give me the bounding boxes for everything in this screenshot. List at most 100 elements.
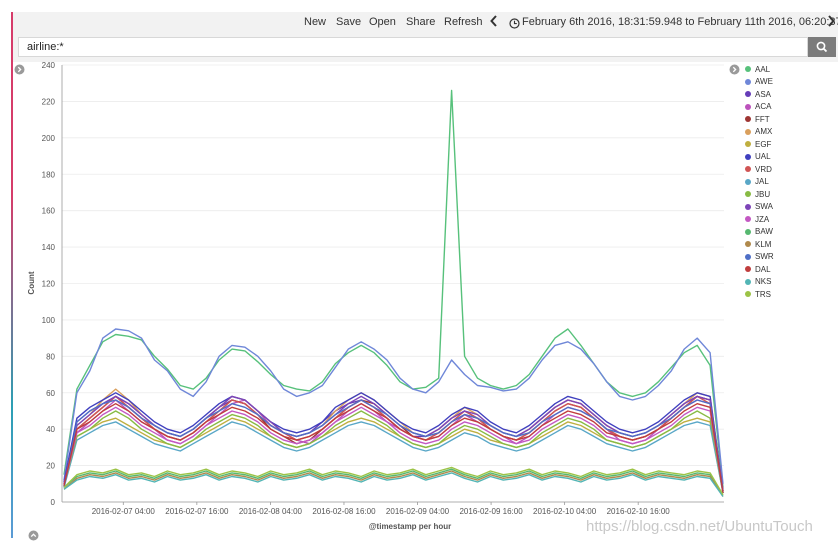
legend-dot-icon <box>745 141 751 148</box>
legend-dot-icon <box>745 103 751 110</box>
y-tick-label: 80 <box>46 352 55 361</box>
chevron-right-icon[interactable] <box>827 15 835 30</box>
top-toolbar <box>13 12 838 34</box>
legend-item-vrd[interactable]: VRD <box>745 163 774 176</box>
legend-item-aca[interactable]: ACA <box>745 101 774 114</box>
y-tick-label: 20 <box>46 462 55 471</box>
save-button[interactable]: Save <box>336 16 362 28</box>
legend-item-jza[interactable]: JZA <box>745 213 774 226</box>
legend-dot-icon <box>745 166 751 173</box>
series-line-baw[interactable] <box>63 468 724 496</box>
legend-label: AMX <box>755 127 773 137</box>
open-button[interactable]: Open <box>369 16 396 28</box>
legend-item-fft[interactable]: FFT <box>745 113 774 126</box>
legend-label: BAW <box>755 227 773 237</box>
series-line-dal[interactable] <box>63 403 724 494</box>
legend-item-awe[interactable]: AWE <box>745 76 774 89</box>
legend-item-asa[interactable]: ASA <box>745 88 774 101</box>
expand-panel-icon[interactable] <box>28 528 39 541</box>
y-tick-label: 140 <box>42 243 56 252</box>
legend-item-aal[interactable]: AAL <box>745 63 774 76</box>
legend-label: JZA <box>755 214 770 224</box>
collapse-sidebar-icon[interactable] <box>14 62 25 75</box>
legend-label: ASA <box>755 89 772 99</box>
time-range-picker[interactable]: February 6th 2016, 18:31:59.948 to Febru… <box>522 16 838 28</box>
legend-label: VRD <box>755 164 772 174</box>
legend-item-jal[interactable]: JAL <box>745 176 774 189</box>
search-input[interactable] <box>18 37 808 57</box>
legend-dot-icon <box>745 91 751 98</box>
legend-item-amx[interactable]: AMX <box>745 126 774 139</box>
legend-label: FFT <box>755 114 770 124</box>
legend-item-swr[interactable]: SWR <box>745 251 774 264</box>
legend-label: TRS <box>755 289 771 299</box>
y-tick-label: 0 <box>51 498 56 507</box>
x-tick-label: 2016-02-07 04:00 <box>92 507 156 516</box>
clock-icon <box>509 16 520 29</box>
y-axis-label: Count <box>27 271 36 294</box>
legend-item-baw[interactable]: BAW <box>745 226 774 239</box>
legend-item-dal[interactable]: DAL <box>745 263 774 276</box>
legend-label: SWR <box>755 252 774 262</box>
y-tick-label: 40 <box>46 425 55 434</box>
series-line-jza[interactable] <box>63 406 724 494</box>
legend-label: ACA <box>755 102 772 112</box>
series-line-klm[interactable] <box>63 470 724 497</box>
legend-label: UAL <box>755 152 771 162</box>
refresh-button[interactable]: Refresh <box>444 16 483 28</box>
legend-item-jbu[interactable]: JBU <box>745 188 774 201</box>
legend-label: AWE <box>755 77 773 87</box>
legend-item-trs[interactable]: TRS <box>745 288 774 301</box>
legend-label: JAL <box>755 177 769 187</box>
legend-dot-icon <box>745 241 751 248</box>
x-tick-label: 2016-02-07 16:00 <box>165 507 229 516</box>
legend-label: KLM <box>755 239 772 249</box>
legend-label: EGF <box>755 139 772 149</box>
y-tick-label: 120 <box>42 280 56 289</box>
series-lines <box>63 89 724 497</box>
x-tick-label: 2016-02-09 16:00 <box>459 507 523 516</box>
legend-item-ual[interactable]: UAL <box>745 151 774 164</box>
legend-label: DAL <box>755 264 771 274</box>
series-line-ual[interactable] <box>63 392 724 492</box>
x-axis-ticks: 2016-02-07 04:00 2016-02-07 16:00 2016-02-… <box>92 502 670 516</box>
series-line-awe[interactable] <box>63 328 724 484</box>
y-tick-label: 160 <box>42 207 56 216</box>
series-line-nks[interactable] <box>63 472 724 497</box>
series-line-swr[interactable] <box>63 399 724 494</box>
share-button[interactable]: Share <box>406 16 436 28</box>
series-line-jal[interactable] <box>63 421 724 494</box>
chevron-left-icon[interactable] <box>490 15 498 30</box>
legend-dot-icon <box>745 116 751 123</box>
legend-label: NKS <box>755 277 772 287</box>
x-axis-label: @timestamp per hour <box>369 522 451 531</box>
search-button[interactable] <box>808 37 836 57</box>
x-tick-label: 2016-02-08 16:00 <box>312 507 376 516</box>
legend-item-klm[interactable]: KLM <box>745 238 774 251</box>
legend-dot-icon <box>745 228 751 235</box>
legend-label: JBU <box>755 189 771 199</box>
y-tick-label: 60 <box>46 389 55 398</box>
legend-dot-icon <box>745 78 751 85</box>
y-tick-label: 220 <box>42 97 56 106</box>
legend-dot-icon <box>745 191 751 198</box>
legend-item-swa[interactable]: SWA <box>745 201 774 214</box>
left-accent-bar <box>11 12 13 538</box>
y-tick-label: 240 <box>42 61 56 70</box>
y-axis-ticks: 0 20 40 60 80 100 120 140 160 180 200 220 240 <box>42 61 56 507</box>
toggle-legend-icon[interactable] <box>729 62 740 75</box>
new-button[interactable]: New <box>304 16 327 28</box>
legend-item-nks[interactable]: NKS <box>745 276 774 289</box>
watermark-text: https://blog.csdn.net/UbuntuTouch <box>586 518 813 535</box>
legend-dot-icon <box>745 178 751 185</box>
legend-dot-icon <box>745 203 751 210</box>
series-line-aal[interactable] <box>63 89 724 488</box>
y-tick-label: 180 <box>42 170 56 179</box>
legend-item-egf[interactable]: EGF <box>745 138 774 151</box>
chart-legend: AAL AWE ASA ACA FFT AMX EGF UAL VRD JAL JBU SWA JZA B… <box>745 63 774 301</box>
series-line-trs[interactable] <box>63 466 724 496</box>
x-tick-label: 2016-02-09 04:00 <box>386 507 450 516</box>
series-line-jbu[interactable] <box>63 410 724 494</box>
